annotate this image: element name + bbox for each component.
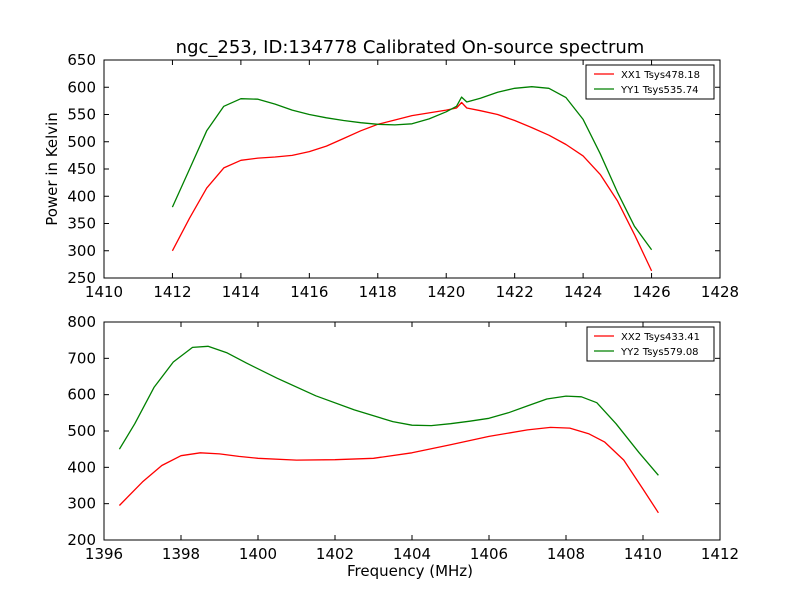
chart-top: ngc_253, ID:134778 Calibrated On-source … bbox=[43, 37, 739, 301]
x-tick-label: 1428 bbox=[701, 283, 739, 301]
x-tick-label: 1418 bbox=[359, 283, 397, 301]
x-tick-label: 1398 bbox=[162, 545, 200, 563]
y-tick-label: 300 bbox=[67, 495, 96, 513]
x-tick-label: 1426 bbox=[632, 283, 670, 301]
x-tick-label: 1404 bbox=[393, 545, 431, 563]
y-tick-label: 500 bbox=[67, 133, 96, 151]
x-tick-label: 1412 bbox=[701, 545, 739, 563]
x-tick-label: 1402 bbox=[316, 545, 354, 563]
legend-box bbox=[585, 64, 715, 100]
x-tick-label: 1410 bbox=[85, 283, 123, 301]
y-tick-label: 700 bbox=[67, 349, 96, 367]
legend-box bbox=[586, 326, 715, 362]
plot-frame-bottom bbox=[103, 321, 721, 541]
y-tick-label: 600 bbox=[67, 78, 96, 96]
y-tick-label: 650 bbox=[67, 51, 96, 69]
y-tick-label: 450 bbox=[67, 160, 96, 178]
plot-frame-top bbox=[103, 59, 721, 279]
legend-label-xx1: XX1 Tsys478.18 bbox=[621, 70, 700, 81]
x-tick-label: 1414 bbox=[222, 283, 260, 301]
x-tick-label: 1412 bbox=[153, 283, 191, 301]
series-line-1 bbox=[171, 86, 653, 251]
series-line-0 bbox=[171, 101, 653, 272]
x-tick-label: 1396 bbox=[85, 545, 123, 563]
x-tick-label: 1424 bbox=[564, 283, 602, 301]
y-tick-label: 800 bbox=[67, 313, 96, 331]
series-line-1 bbox=[118, 345, 659, 476]
series-line-0 bbox=[118, 426, 659, 514]
y-tick-label: 200 bbox=[67, 531, 96, 549]
legend-label-yy2: YY2 Tsys579.08 bbox=[620, 347, 699, 358]
y-tick-label: 350 bbox=[67, 215, 96, 233]
x-tick-label: 1410 bbox=[624, 545, 662, 563]
x-tick-label: 1408 bbox=[547, 545, 585, 563]
legend-label-yy1: YY1 Tsys535.74 bbox=[620, 85, 699, 96]
x-tick-label: 1406 bbox=[470, 545, 508, 563]
y-tick-label: 400 bbox=[67, 187, 96, 205]
chart-bottom: Frequency (MHz) 1396 1398 1400 1402 1404 1406… bbox=[67, 313, 739, 580]
x-tick-label: 1420 bbox=[427, 283, 465, 301]
y-tick-label: 550 bbox=[67, 106, 96, 124]
plot-area-top: 1410 1412 1414 1416 1418 1420 1422 1424 1426 1428… bbox=[67, 51, 739, 301]
y-axis-label: Power in Kelvin bbox=[43, 112, 61, 226]
y-tick-label: 300 bbox=[67, 242, 96, 260]
y-tick-label: 250 bbox=[67, 269, 96, 287]
legend-label-xx2: XX2 Tsys433.41 bbox=[621, 332, 700, 343]
x-tick-label: 1416 bbox=[290, 283, 328, 301]
y-tick-label: 600 bbox=[67, 386, 96, 404]
x-tick-label: 1422 bbox=[496, 283, 534, 301]
x-tick-label: 1400 bbox=[239, 545, 277, 563]
chart-title: ngc_253, ID:134778 Calibrated On-source … bbox=[176, 37, 645, 58]
legend-bottom: XX2 Tsys433.41 YY2 Tsys579.08 bbox=[586, 326, 715, 362]
y-tick-label: 400 bbox=[67, 458, 96, 476]
plot-area-bottom: 1396 1398 1400 1402 1404 1406 1408 1410 1412 200 3… bbox=[67, 313, 739, 563]
y-tick-label: 500 bbox=[67, 422, 96, 440]
legend-top: XX1 Tsys478.18 YY1 Tsys535.74 bbox=[585, 64, 715, 100]
x-axis-label: Frequency (MHz) bbox=[347, 562, 473, 580]
